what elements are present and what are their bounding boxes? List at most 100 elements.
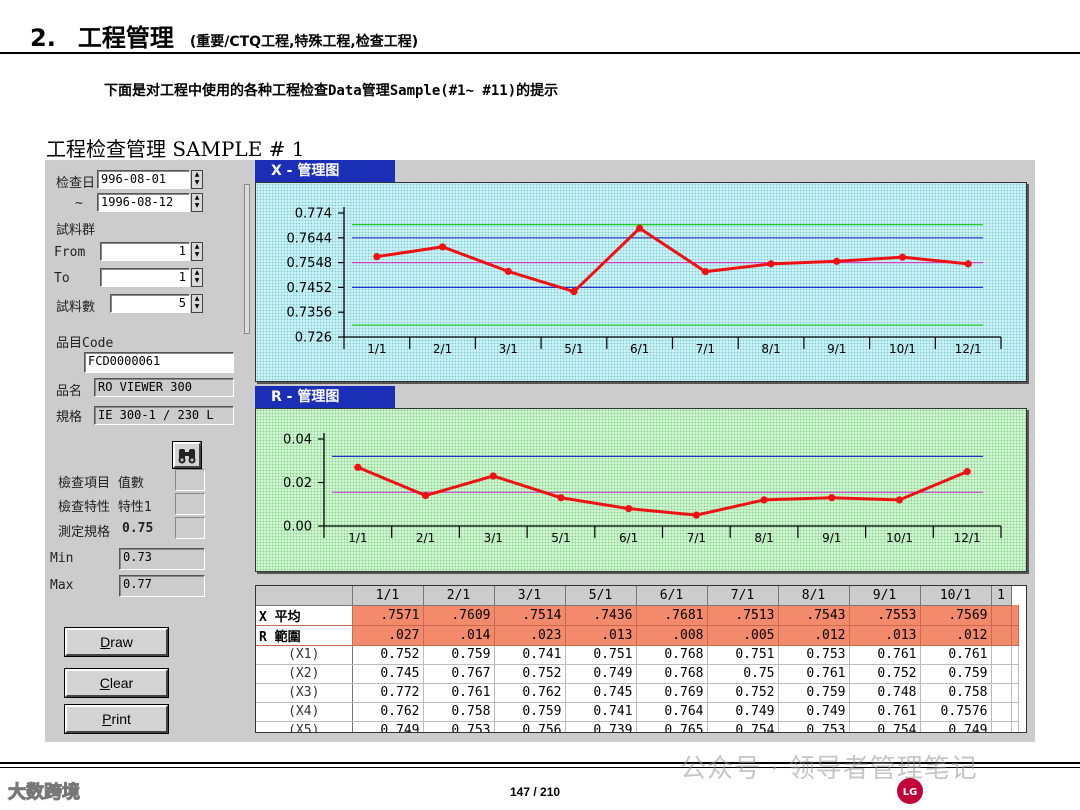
to-label: To <box>54 271 70 286</box>
table-cell[interactable]: .7553 <box>849 605 921 626</box>
table-cell[interactable]: 0.761 <box>778 664 850 684</box>
item-code-field[interactable]: FCD0000061 <box>84 352 234 373</box>
table-cell[interactable]: .7569 <box>920 605 992 626</box>
column-header[interactable]: 7/1 <box>707 586 779 606</box>
table-cell[interactable]: 0.761 <box>920 645 992 665</box>
to-field[interactable]: 1 <box>100 268 190 287</box>
table-cell[interactable]: 0.751 <box>707 645 779 665</box>
search-button[interactable] <box>172 441 202 469</box>
column-header[interactable]: 2/1 <box>423 586 495 606</box>
table-cell[interactable]: .023 <box>494 625 566 646</box>
column-header[interactable]: 9/1 <box>849 586 921 606</box>
table-cell[interactable]: 0.75 <box>707 664 779 684</box>
table-cell[interactable]: 0.745 <box>565 683 637 703</box>
table-cell[interactable]: 0.761 <box>849 702 921 722</box>
table-cell[interactable]: 0.754 <box>707 721 779 732</box>
table-cell[interactable]: 0.759 <box>494 702 566 722</box>
table-cell[interactable]: 0.765 <box>636 721 708 732</box>
table-cell[interactable]: 0.752 <box>494 664 566 684</box>
date-from-field[interactable]: 996-08-01 <box>97 170 190 189</box>
table-cell[interactable]: .7609 <box>423 605 495 626</box>
column-header[interactable]: 3/1 <box>494 586 566 606</box>
table-cell[interactable]: 0.758 <box>920 683 992 703</box>
table-cell[interactable]: 0.756 <box>494 721 566 732</box>
r-chart-y-tick-label-0: 0.04 <box>283 433 312 448</box>
date-to-field[interactable]: 1996-08-12 <box>97 193 190 212</box>
table-cell[interactable]: 0.759 <box>920 664 992 684</box>
table-cell[interactable]: 0.759 <box>778 683 850 703</box>
table-cell[interactable]: 0.768 <box>636 664 708 684</box>
table-cell[interactable]: 0.767 <box>423 664 495 684</box>
x-chart-series-line <box>376 226 969 294</box>
table-cell[interactable]: 0.759 <box>423 645 495 665</box>
r-chart-tab[interactable]: R - 管理图 <box>255 386 395 408</box>
table-cell[interactable]: 0.749 <box>352 721 424 732</box>
table-cell[interactable]: 0.769 <box>636 683 708 703</box>
column-header[interactable]: 10/1 <box>920 586 992 606</box>
table-cell[interactable]: 0.772 <box>352 683 424 703</box>
table-cell[interactable]: 0.753 <box>778 721 850 732</box>
table-cell[interactable]: 0.754 <box>849 721 921 732</box>
r-chart-y-tick-label-1: 0.02 <box>283 476 312 491</box>
x-chart-tab[interactable]: X - 管理图 <box>255 160 395 182</box>
table-cell[interactable]: 0.753 <box>778 645 850 665</box>
table-cell[interactable]: 0.741 <box>565 702 637 722</box>
table-cell[interactable]: 0.761 <box>849 645 921 665</box>
table-cell[interactable]: 0.752 <box>849 664 921 684</box>
table-cell[interactable]: 0.762 <box>352 702 424 722</box>
table-cell[interactable]: 0.739 <box>565 721 637 732</box>
table-cell-empty <box>991 645 1012 665</box>
table-cell[interactable]: .013 <box>565 625 637 646</box>
table-cell[interactable]: .7571 <box>352 605 424 626</box>
table-cell[interactable]: .005 <box>707 625 779 646</box>
sample-count-spinner[interactable]: ▲ ▼ <box>191 294 203 313</box>
date-to-spinner[interactable]: ▲ ▼ <box>191 193 203 212</box>
table-cell[interactable]: 0.749 <box>920 721 992 732</box>
table-cell[interactable]: .013 <box>849 625 921 646</box>
table-cell[interactable]: 0.761 <box>423 683 495 703</box>
x-chart-x-tick-label-4: 6/1 <box>630 342 649 356</box>
table-cell[interactable]: .027 <box>352 625 424 646</box>
table-cell[interactable]: 0.749 <box>778 702 850 722</box>
table-cell[interactable]: 0.749 <box>565 664 637 684</box>
table-cell[interactable]: .014 <box>423 625 495 646</box>
draw-button[interactable]: Draw <box>64 627 169 657</box>
clear-button[interactable]: Clear <box>64 668 169 698</box>
table-cell[interactable]: .7513 <box>707 605 779 626</box>
table-cell[interactable]: .012 <box>778 625 850 646</box>
table-cell[interactable]: .7543 <box>778 605 850 626</box>
table-cell[interactable]: 0.752 <box>707 683 779 703</box>
sample-count-field[interactable]: 5 <box>110 294 190 313</box>
column-header[interactable]: 1/1 <box>352 586 424 606</box>
table-cell[interactable]: 0.751 <box>565 645 637 665</box>
table-cell[interactable]: 0.753 <box>423 721 495 732</box>
to-spinner[interactable]: ▲ ▼ <box>191 268 203 287</box>
table-cell[interactable]: .7514 <box>494 605 566 626</box>
from-spinner[interactable]: ▲ ▼ <box>191 242 203 261</box>
table-cell[interactable]: 0.741 <box>494 645 566 665</box>
table-cell[interactable]: 0.764 <box>636 702 708 722</box>
table-cell[interactable]: .012 <box>920 625 992 646</box>
splitter-handle[interactable] <box>244 184 250 334</box>
from-field[interactable]: 1 <box>100 242 190 261</box>
table-cell[interactable]: 0.7576 <box>920 702 992 722</box>
table-cell[interactable]: .008 <box>636 625 708 646</box>
x-chart-x-tick-label-8: 10/1 <box>889 342 916 356</box>
date-from-spinner[interactable]: ▲ ▼ <box>191 170 203 189</box>
table-cell[interactable]: 0.768 <box>636 645 708 665</box>
table-cell[interactable]: .7681 <box>636 605 708 626</box>
column-header[interactable]: 1 <box>991 586 1012 606</box>
column-header[interactable]: 5/1 <box>565 586 637 606</box>
table-cell[interactable]: 0.749 <box>707 702 779 722</box>
print-button[interactable]: Print <box>64 704 169 734</box>
inspect-char: 檢查特性 特性1 <box>58 500 152 515</box>
table-cell[interactable]: 0.758 <box>423 702 495 722</box>
table-cell[interactable]: 0.745 <box>352 664 424 684</box>
table-cell[interactable]: .7436 <box>565 605 637 626</box>
table-cell[interactable]: 0.752 <box>352 645 424 665</box>
table-cell[interactable]: 0.762 <box>494 683 566 703</box>
table-cell[interactable]: 0.748 <box>849 683 921 703</box>
x-chart-y-tick-label-1: 0.7644 <box>287 231 333 246</box>
column-header[interactable]: 6/1 <box>636 586 708 606</box>
column-header[interactable]: 8/1 <box>778 586 850 606</box>
